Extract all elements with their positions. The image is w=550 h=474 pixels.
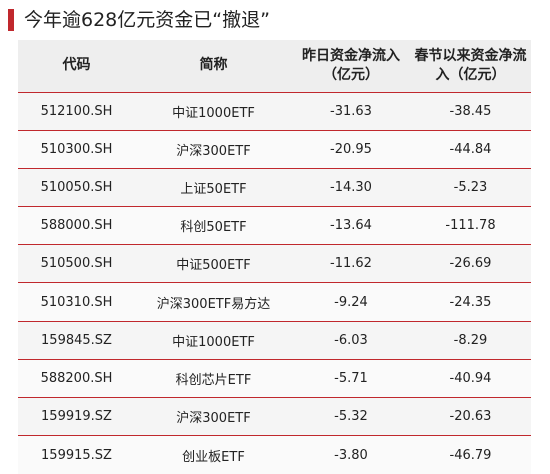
cell-name: 创业板ETF <box>135 435 292 474</box>
cell-name: 中证1000ETF <box>135 320 292 360</box>
cell-name: 上证50ETF <box>135 167 292 207</box>
cell-name: 科创50ETF <box>135 206 292 245</box>
header-since-festival-inflow: 春节以来资金净流入（亿元） <box>414 47 527 83</box>
cell-yesterday: -6.03 <box>292 320 410 360</box>
table-row: 510050.SH 上证50ETF -14.30 -5.23 <box>18 167 531 207</box>
cell-code: 510500.SH <box>18 244 135 283</box>
cell-yesterday: -14.30 <box>292 167 410 207</box>
table-row: 588200.SH 科创芯片ETF -5.71 -40.94 <box>18 358 531 398</box>
cell-code: 159919.SZ <box>18 396 135 436</box>
table-row: 159845.SZ 中证1000ETF -6.03 -8.29 <box>18 320 531 360</box>
page-title: 今年逾628亿元资金已“撤退” <box>24 9 270 31</box>
cell-name: 沪深300ETF易方达 <box>135 282 292 322</box>
cell-since-festival: -44.84 <box>410 129 531 169</box>
cell-code: 588000.SH <box>18 206 135 245</box>
table-row: 159919.SZ 沪深300ETF -5.32 -20.63 <box>18 396 531 436</box>
table-header-row: 代码 简称 昨日资金净流入（亿元） 春节以来资金净流入（亿元） <box>18 40 531 92</box>
cell-since-festival: -5.23 <box>410 167 531 207</box>
cell-yesterday: -9.24 <box>292 282 410 322</box>
cell-name: 沪深300ETF <box>135 129 292 169</box>
cell-since-festival: -111.78 <box>410 206 531 245</box>
cell-since-festival: -26.69 <box>410 244 531 283</box>
table-row: 510500.SH 中证500ETF -11.62 -26.69 <box>18 244 531 283</box>
cell-since-festival: -24.35 <box>410 282 531 322</box>
cell-code: 510050.SH <box>18 167 135 207</box>
cell-yesterday: -5.32 <box>292 396 410 436</box>
cell-code: 510300.SH <box>18 129 135 169</box>
cell-code: 512100.SH <box>18 91 135 131</box>
table-row: 510310.SH 沪深300ETF易方达 -9.24 -24.35 <box>18 282 531 322</box>
etf-flow-table: 代码 简称 昨日资金净流入（亿元） 春节以来资金净流入（亿元） 512100.S… <box>18 40 531 474</box>
cell-since-festival: -38.45 <box>410 91 531 131</box>
cell-name: 中证1000ETF <box>135 91 292 131</box>
cell-yesterday: -5.71 <box>292 358 410 398</box>
cell-since-festival: -20.63 <box>410 396 531 436</box>
table-row: 588000.SH 科创50ETF -13.64 -111.78 <box>18 206 531 245</box>
cell-since-festival: -40.94 <box>410 358 531 398</box>
cell-name: 科创芯片ETF <box>135 358 292 398</box>
cell-code: 510310.SH <box>18 282 135 322</box>
header-name: 简称 <box>199 57 228 74</box>
cell-yesterday: -3.80 <box>292 435 410 474</box>
cell-name: 沪深300ETF <box>135 396 292 436</box>
title-bar: 今年逾628亿元资金已“撤退” <box>0 0 550 40</box>
cell-yesterday: -13.64 <box>292 206 410 245</box>
cell-since-festival: -46.79 <box>410 435 531 474</box>
cell-yesterday: -20.95 <box>292 129 410 169</box>
table-row: 159915.SZ 创业板ETF -3.80 -46.79 <box>18 435 531 474</box>
cell-code: 588200.SH <box>18 358 135 398</box>
cell-code: 159845.SZ <box>18 320 135 360</box>
title-accent-bar <box>8 9 14 31</box>
cell-yesterday: -11.62 <box>292 244 410 283</box>
header-code: 代码 <box>62 57 91 74</box>
cell-since-festival: -8.29 <box>410 320 531 360</box>
cell-code: 159915.SZ <box>18 435 135 474</box>
header-yesterday-inflow: 昨日资金净流入（亿元） <box>302 47 400 83</box>
cell-name: 中证500ETF <box>135 244 292 283</box>
table-row: 512100.SH 中证1000ETF -31.63 -38.45 <box>18 91 531 131</box>
cell-yesterday: -31.63 <box>292 91 410 131</box>
etf-flow-table-container: 代码 简称 昨日资金净流入（亿元） 春节以来资金净流入（亿元） 512100.S… <box>18 40 531 474</box>
table-row: 510300.SH 沪深300ETF -20.95 -44.84 <box>18 129 531 169</box>
